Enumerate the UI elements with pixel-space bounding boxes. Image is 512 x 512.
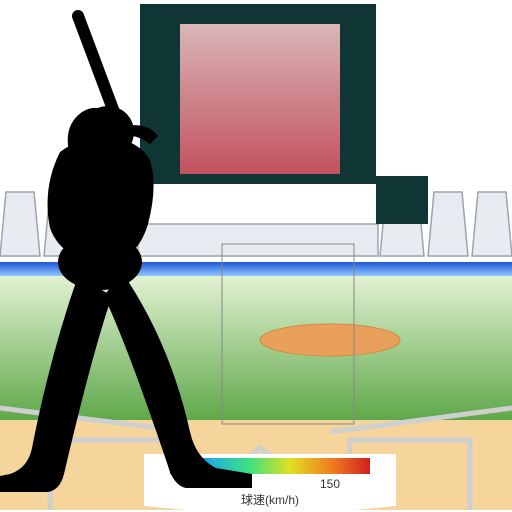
- scoreboard-screen: [180, 24, 340, 174]
- legend-tick: 150: [320, 477, 340, 491]
- pitchers-mound: [260, 324, 400, 356]
- legend-label: 球速(km/h): [241, 493, 299, 507]
- pitch-location-chart: 100150 球速(km/h): [0, 0, 512, 512]
